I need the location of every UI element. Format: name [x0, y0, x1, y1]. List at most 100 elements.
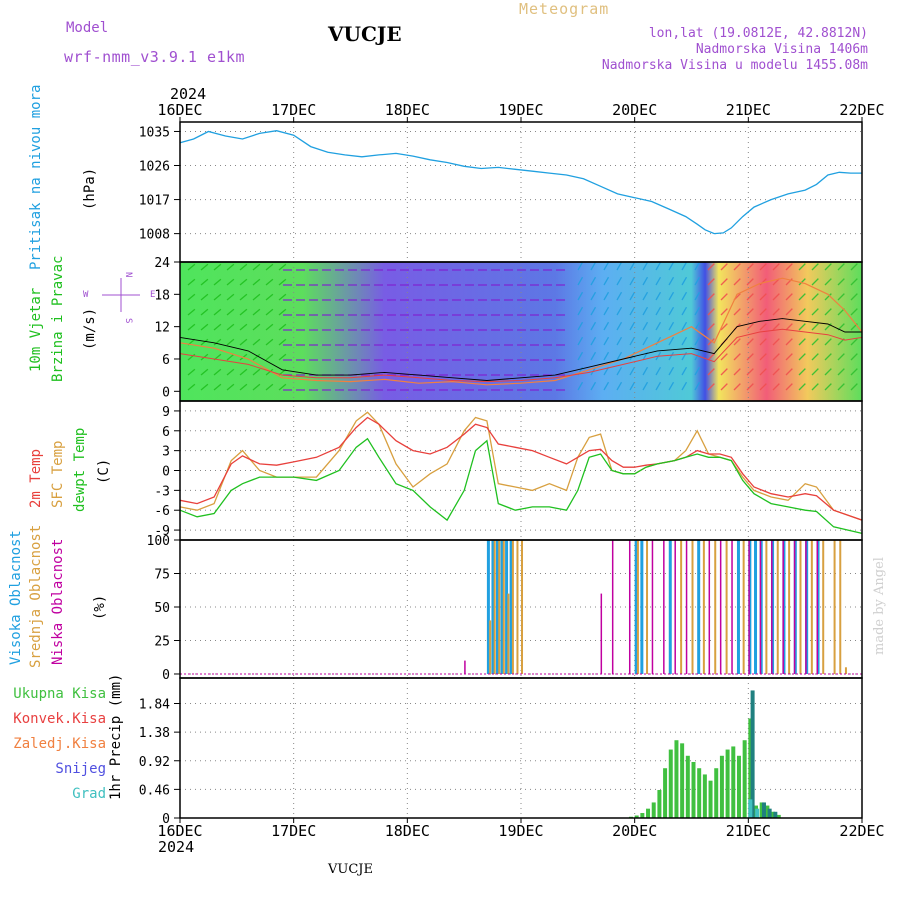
cloud-bar-2-8: [708, 540, 711, 674]
meteogram-title: Meteogram: [519, 0, 610, 18]
cloud-bar-2-7: [685, 540, 688, 674]
precip-bar-0-3: [646, 808, 651, 818]
cloud-bar-0-1: [491, 540, 495, 674]
cloud-bar-1-3: [502, 540, 505, 674]
cloud-bar-0-2: [495, 540, 499, 674]
temp2m-line: [179, 416, 863, 521]
model-altitude-label: Nadmorska Visina u modelu 1455.08m: [601, 58, 868, 73]
ytick-wind-3: 18: [154, 288, 170, 303]
compass-e: E: [150, 290, 155, 300]
precip-bar-1-1: [761, 802, 766, 818]
pressure-line: [179, 130, 862, 235]
compass-s: S: [123, 318, 133, 323]
cloud-bar-2-0: [464, 660, 466, 674]
ytick-precip-1: 0.46: [139, 783, 170, 798]
precip-bar-2-1: [755, 808, 760, 818]
cloud-bar-2-15: [793, 540, 796, 674]
precip-bar-0-19: [736, 755, 741, 818]
lonlat-label: lon,lat (19.0812E, 42.8812N): [648, 26, 868, 41]
ytick-cloud-3: 75: [154, 567, 170, 582]
cloud-bar-0-3: [500, 540, 504, 674]
ytick-pressure-3: 1035: [139, 125, 170, 140]
ytick-cloud-1: 25: [154, 634, 170, 649]
ytick-temperature-3: 0: [162, 465, 170, 480]
ytick-wind-1: 6: [162, 353, 170, 368]
ytick-temperature-1: -6: [154, 504, 170, 519]
cloud-bar-2-1: [600, 593, 603, 674]
cloud-bar-2-6: [674, 540, 676, 674]
xtick-bottom-6: 22DEC: [839, 822, 884, 840]
cloud-bar-2-4: [651, 540, 654, 674]
precip-bar-1-0: [750, 690, 755, 818]
xtick-top-0: 16DEC: [157, 101, 202, 119]
cloud-bar-1-22: [833, 540, 836, 674]
compass-w: W: [83, 290, 89, 300]
precip-bar-1-3: [773, 811, 778, 818]
cloud-bar-0-4: [505, 540, 509, 674]
dewpt-line: [179, 437, 863, 535]
precip-bar-0-17: [725, 749, 730, 818]
precip-bar-0-11: [691, 762, 696, 818]
wind-mean-line: [179, 318, 862, 381]
precip-bar-0-15: [714, 768, 719, 818]
precip-bar-0-7: [668, 749, 673, 818]
precip-bar-0-13: [702, 774, 707, 818]
year-top: 2024: [170, 85, 207, 103]
cloud-bar-0-10: [736, 540, 740, 674]
cloud-bar-1-7: [521, 540, 523, 674]
cloud-bar-1-18: [788, 540, 791, 674]
precip-bar-0-2: [640, 813, 645, 818]
cloud-bar-1-9: [646, 540, 649, 674]
precip-bar-0-25: [771, 811, 776, 818]
cloud-bar-2-12: [759, 540, 762, 674]
cloud-bar-1-0: [489, 620, 492, 674]
compass-n: N: [123, 272, 133, 277]
precip-bar-0-21: [748, 718, 753, 818]
legend-snow: Snijeg: [55, 761, 106, 777]
precip-bar-0-8: [674, 740, 679, 818]
station-title: VUCJE: [328, 22, 402, 46]
wind-min-line: [179, 328, 863, 383]
cloud-bar-1-2: [498, 540, 501, 674]
cloud-bar-2-16: [805, 540, 807, 674]
ytick-temperature-0: -9: [154, 524, 170, 539]
precip-bar-0-4: [651, 802, 656, 818]
ytick-precip-4: 1.84: [139, 698, 170, 713]
legend-conv-rain: Konvek.Kisa: [13, 711, 106, 727]
ytick-wind-4: 24: [154, 256, 170, 271]
cloud-bar-2-14: [782, 540, 784, 674]
xtick-top-1: 17DEC: [271, 101, 316, 119]
legend-graupel: Grad: [72, 786, 106, 802]
xtick-bottom-1: 17DEC: [271, 822, 316, 840]
ytick-wind-2: 12: [154, 321, 170, 336]
cloud-bar-1-5: [511, 540, 514, 674]
cloud-bar-1-1: [493, 540, 496, 674]
model-name: wrf-nmm_v3.9.1 e1km: [64, 48, 246, 66]
cloud-bar-2-2: [611, 540, 614, 674]
precip-bar-0-20: [742, 740, 747, 818]
ytick-temperature-6: 9: [162, 405, 170, 420]
cloud-bar-1-21: [822, 540, 825, 674]
cloud-bar-0-12: [754, 540, 758, 674]
precip-bar-0-14: [708, 780, 713, 818]
cloud-bar-1-11: [691, 540, 694, 674]
cloud-bar-2-10: [731, 540, 733, 674]
cloud-bar-1-17: [776, 540, 779, 674]
ytick-temperature-2: -3: [154, 484, 170, 499]
precip-bar-0-23: [759, 802, 764, 818]
xtick-bottom-2: 18DEC: [385, 822, 430, 840]
ytick-cloud-2: 50: [154, 601, 170, 616]
cloud-bar-2-13: [771, 540, 773, 674]
cloud-bar-1-4: [507, 593, 510, 674]
cloud-bar-1-19: [799, 540, 802, 674]
precip-bar-0-16: [719, 755, 724, 818]
cloud-bar-2-9: [719, 540, 722, 674]
xtick-top-2: 18DEC: [385, 101, 430, 119]
ytick-wind-0: 0: [162, 385, 170, 400]
altitude-label: Nadmorska Visina 1406m: [695, 42, 868, 57]
cloud-bar-1-13: [714, 540, 717, 674]
ytick-temperature-5: 6: [162, 425, 170, 440]
precip-bar-0-10: [685, 755, 690, 818]
precip-bar-1-2: [767, 808, 772, 818]
cloud-bar-2-5: [663, 540, 665, 674]
